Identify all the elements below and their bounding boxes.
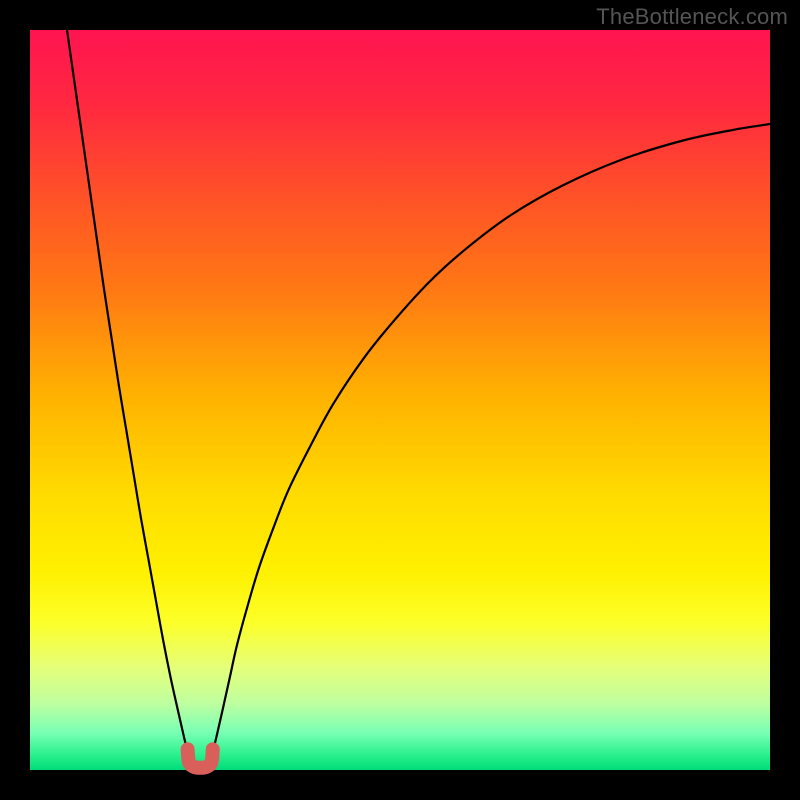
bottleneck-chart (0, 0, 800, 800)
watermark-text: TheBottleneck.com (596, 4, 788, 30)
plot-background (30, 30, 770, 770)
chart-frame: TheBottleneck.com (0, 0, 800, 800)
